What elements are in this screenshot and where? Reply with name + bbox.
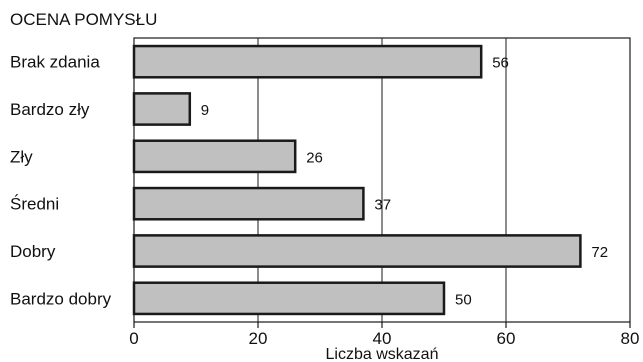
bar-4 — [132, 234, 582, 268]
grid-lines — [257, 38, 507, 322]
x-tick-label-0: 0 — [129, 329, 138, 348]
value-label-1: 9 — [201, 102, 209, 119]
value-label-4: 72 — [591, 244, 608, 261]
category-label-4: Dobry — [10, 242, 56, 261]
bar-5 — [132, 281, 446, 316]
value-label-5: 50 — [455, 291, 472, 308]
bar-0 — [132, 44, 483, 79]
bar-3 — [132, 186, 365, 221]
bars — [132, 44, 582, 316]
bar-2 — [132, 139, 297, 174]
category-label-3: Średni — [10, 195, 59, 214]
data-labels: 56 9 26 37 72 50 — [201, 55, 608, 309]
x-tick-label-40: 40 — [373, 329, 392, 348]
value-label-2: 26 — [306, 149, 323, 166]
value-label-3: 37 — [374, 197, 391, 214]
x-tick-label-20: 20 — [249, 329, 268, 348]
x-tick-label-60: 60 — [497, 329, 516, 348]
x-axis-ticks: 0 20 40 60 80 — [129, 322, 639, 348]
category-label-1: Bardzo zły — [10, 100, 90, 119]
category-labels: Brak zdania Bardzo zły Zły Średni Dobry Bardz… — [10, 53, 112, 309]
category-label-0: Brak zdania — [10, 53, 100, 72]
x-axis-title: Liczba wskazań — [326, 346, 439, 362]
category-label-5: Bardzo dobry — [10, 289, 112, 308]
category-label-2: Zły — [10, 147, 33, 166]
x-tick-label-80: 80 — [621, 329, 640, 348]
bar-1 — [132, 92, 192, 126]
chart-title: OCENA POMYSŁU — [10, 10, 157, 29]
value-label-0: 56 — [492, 55, 509, 72]
